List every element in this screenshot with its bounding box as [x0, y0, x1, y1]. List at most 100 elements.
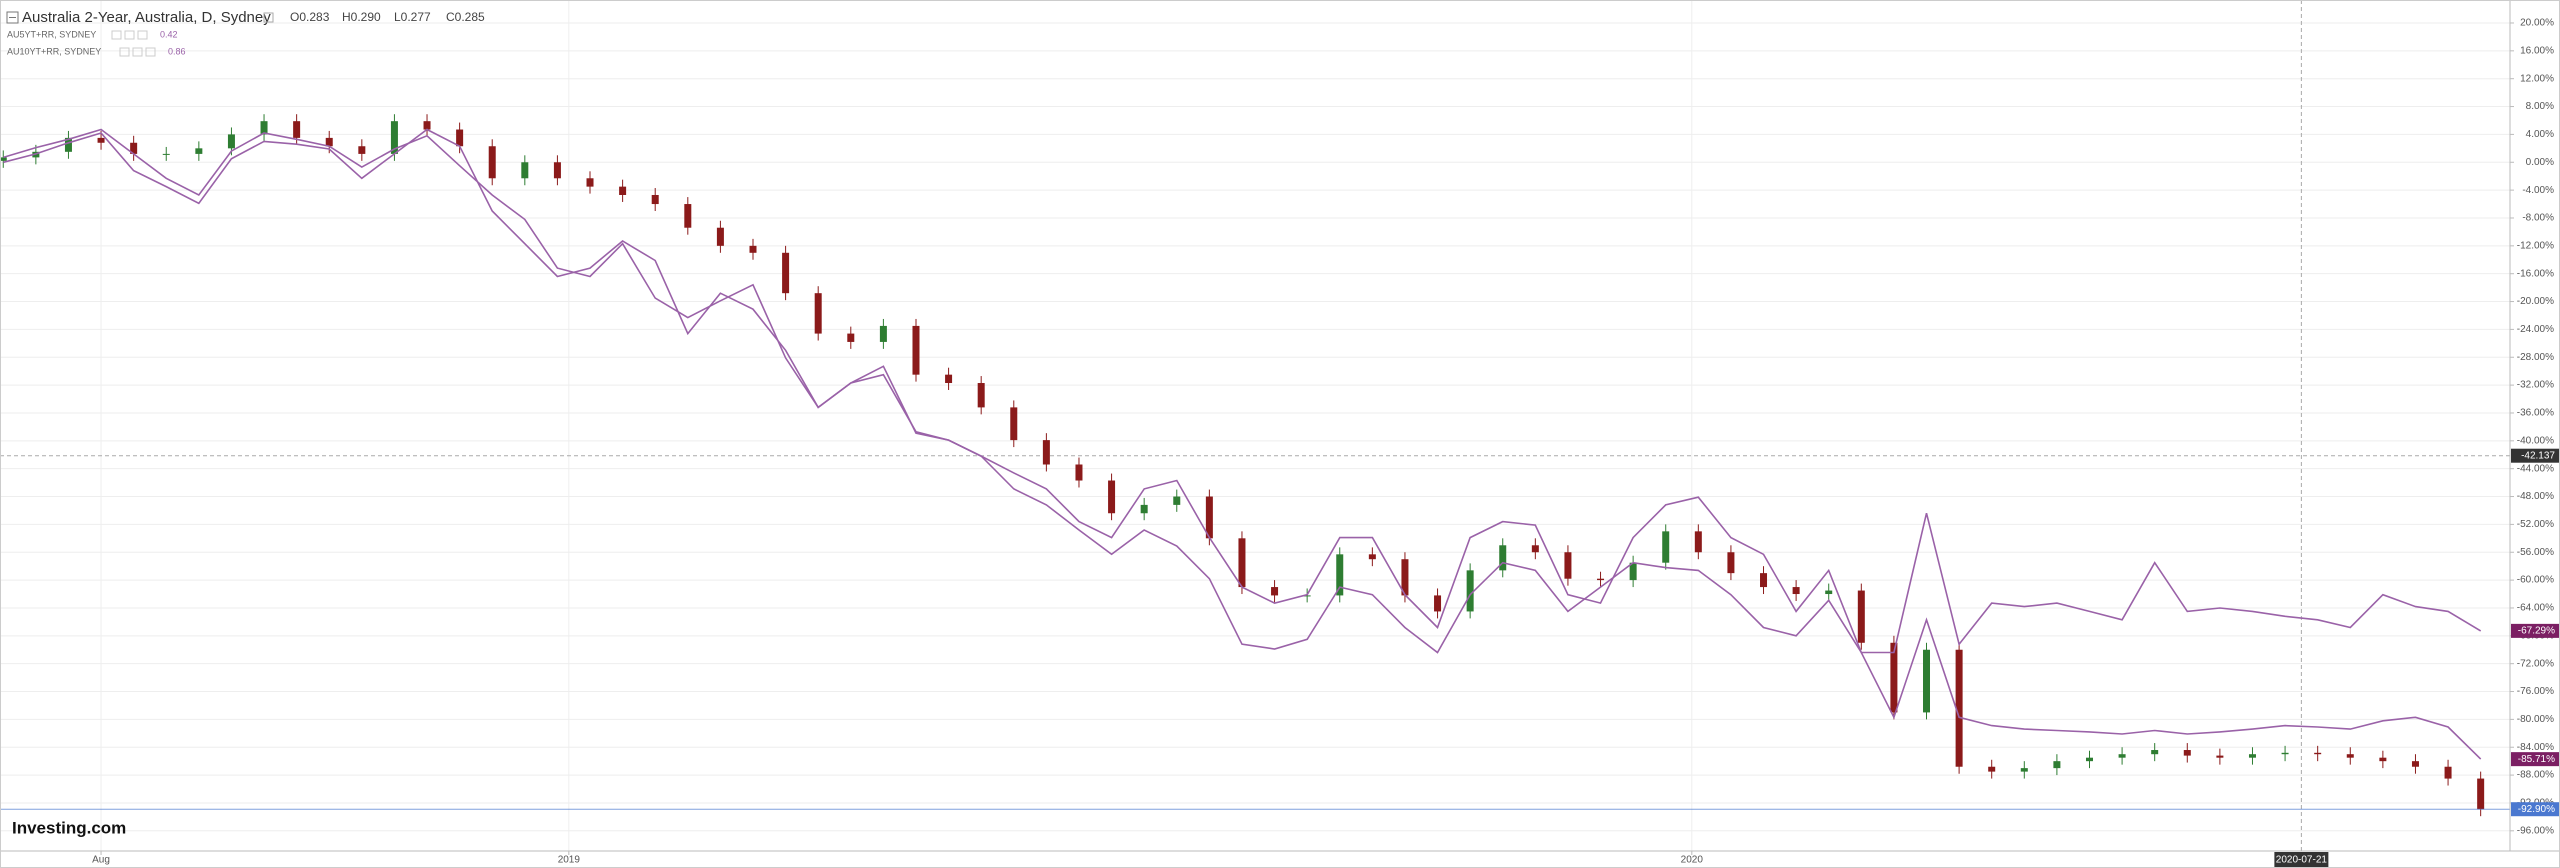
candle-body	[1042, 440, 1050, 465]
price-label: -85.71%	[2518, 754, 2555, 765]
y-tick-label: -48.00%	[2517, 491, 2554, 502]
candle-body	[97, 137, 105, 143]
candle-body	[1597, 578, 1605, 581]
candle-body	[1760, 573, 1768, 588]
candle-body	[2085, 757, 2093, 762]
line-series	[3, 128, 2482, 760]
y-tick-label: 4.00%	[2526, 129, 2554, 140]
candle-body	[1792, 587, 1800, 595]
y-tick-label: -72.00%	[2517, 658, 2554, 669]
candle-body	[847, 333, 855, 342]
legend-icon	[132, 47, 143, 57]
candle-body	[553, 162, 561, 179]
candle-body	[1271, 587, 1279, 596]
y-tick-label: -4.00%	[2522, 185, 2554, 196]
candle-body	[586, 178, 594, 187]
candle-body	[1205, 496, 1213, 539]
candle-body	[64, 137, 72, 152]
y-tick-label: -16.00%	[2517, 268, 2554, 279]
candle-body	[293, 121, 301, 138]
y-tick-label: -36.00%	[2517, 408, 2554, 419]
candle-body	[1108, 480, 1116, 514]
ohlc-value: L0.277	[394, 10, 431, 24]
legend-name: AU10YT+RR, SYDNEY	[7, 46, 101, 56]
candle-body	[2248, 754, 2256, 758]
price-label-box	[2511, 802, 2559, 817]
candle-body	[1434, 595, 1442, 612]
candle-body	[814, 293, 822, 334]
candle-body	[227, 134, 235, 149]
legend-icon	[119, 47, 130, 57]
y-tick-label: -88.00%	[2517, 770, 2554, 781]
candle-body	[977, 383, 985, 408]
candle-body	[651, 194, 659, 205]
candle-body	[749, 245, 757, 253]
legend-value: 0.86	[168, 46, 186, 56]
candle-body	[1303, 595, 1311, 597]
candle-body	[1140, 504, 1148, 514]
candle-body	[2053, 761, 2061, 769]
candle-body	[945, 374, 953, 384]
candle-body	[423, 121, 431, 130]
y-tick-label: -76.00%	[2517, 686, 2554, 697]
y-tick-label: -60.00%	[2517, 575, 2554, 586]
x-tick-label: Aug	[92, 855, 110, 866]
legend-icon	[137, 30, 148, 40]
y-tick-label: 16.00%	[2520, 45, 2554, 56]
header-icon	[263, 12, 274, 23]
candle-body	[1694, 531, 1702, 553]
candle-body	[521, 162, 529, 179]
logo: Investing.com	[12, 818, 126, 837]
candle-body	[456, 129, 464, 147]
crosshair-x-box	[2274, 852, 2329, 867]
y-tick-label: -28.00%	[2517, 352, 2554, 363]
price-label: -92.90%	[2518, 804, 2555, 815]
candle-body	[325, 137, 333, 147]
candle-body	[2151, 750, 2159, 755]
y-tick-label: -56.00%	[2517, 547, 2554, 558]
candle-body	[1238, 538, 1246, 588]
y-tick-label: -96.00%	[2517, 825, 2554, 836]
crosshair-x-label: 2020-07-21	[2276, 855, 2328, 866]
candle-body	[2346, 754, 2354, 758]
candle-body	[1336, 554, 1344, 596]
y-tick-label: -8.00%	[2522, 213, 2554, 224]
candle-body	[488, 146, 496, 179]
candle-body	[1401, 559, 1409, 596]
candle-body	[1173, 496, 1181, 505]
crosshair-y-label: -42.137	[2521, 450, 2555, 461]
candle-body	[162, 153, 170, 155]
line-series	[3, 128, 2482, 654]
ohlc-header: O0.283 H0.290 L0.277 C0.285	[263, 10, 485, 24]
y-tick-label: -12.00%	[2517, 240, 2554, 251]
legend-value: 0.42	[160, 29, 178, 39]
candle-body	[1727, 552, 1735, 574]
x-tick-label: 2020	[1681, 855, 1704, 866]
y-tick-label: -32.00%	[2517, 380, 2554, 391]
candle-body	[1466, 570, 1474, 612]
marks	[0, 114, 2510, 817]
candle-body	[130, 142, 138, 154]
candle-body	[1564, 552, 1572, 579]
candle-body	[1010, 407, 1018, 441]
candle-body	[1890, 642, 1898, 713]
candle-body	[1499, 545, 1507, 571]
y-tick-label: -44.00%	[2517, 463, 2554, 474]
price-label: -67.29%	[2518, 626, 2555, 637]
candle-body	[260, 121, 268, 135]
legend-icon	[124, 30, 135, 40]
legend-icon	[111, 30, 122, 40]
candle-body	[2183, 750, 2191, 756]
candle-body	[358, 146, 366, 154]
candle-body	[912, 325, 920, 375]
candle-body	[2281, 752, 2289, 755]
crosshair-y-box	[2511, 448, 2559, 463]
candle-body	[1955, 649, 1963, 767]
y-tick-label: -64.00%	[2517, 603, 2554, 614]
y-tick-label: -52.00%	[2517, 519, 2554, 530]
y-tick-label: -24.00%	[2517, 324, 2554, 335]
candle-body	[782, 252, 790, 294]
candle-body	[1075, 464, 1083, 481]
candle-body	[1988, 766, 1996, 772]
candle-body	[2411, 761, 2419, 767]
